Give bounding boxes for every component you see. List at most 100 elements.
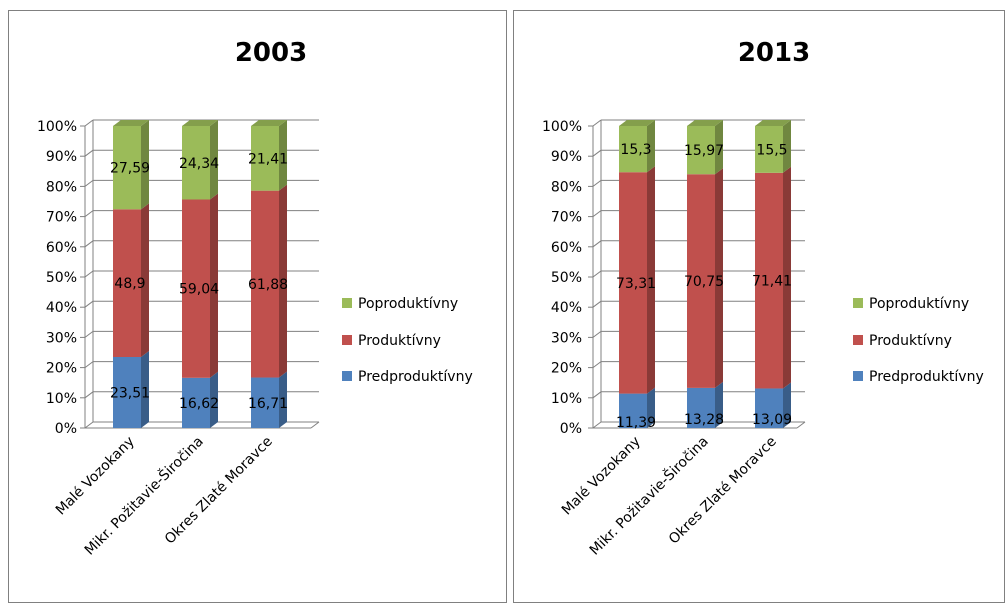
bar-segment: [619, 120, 655, 173]
bar-face: [182, 377, 210, 428]
y-tick-label: 40%: [46, 300, 77, 316]
bar-face: [113, 126, 141, 210]
gridline-left: [592, 300, 602, 308]
gridline-left: [592, 270, 602, 278]
legend-item: Poproduktívny: [853, 296, 969, 312]
gridline-left: [84, 421, 94, 429]
y-tick-label: 90%: [551, 149, 582, 165]
floor-edge: [310, 421, 320, 429]
bar-side: [279, 120, 287, 191]
bar-segment: [755, 382, 791, 428]
bar-face: [182, 199, 210, 378]
data-label: 15,5: [756, 142, 787, 158]
legend-swatch: [853, 298, 863, 308]
bar-segment: [251, 120, 287, 191]
y-tick-label: 40%: [551, 300, 582, 316]
bar-segment: [755, 120, 791, 173]
bar-face: [251, 126, 279, 191]
bar-face: [687, 387, 715, 428]
bar-top: [182, 120, 218, 126]
y-tick-label: 30%: [551, 330, 582, 346]
bar-side: [647, 120, 655, 173]
bar-side: [647, 166, 655, 394]
y-tick-label: 0%: [55, 421, 77, 437]
gridline-left: [592, 210, 602, 218]
bar-segment: [687, 381, 723, 428]
y-tick-label: 60%: [46, 240, 77, 256]
legend-swatch: [853, 335, 863, 345]
gridline-left: [84, 240, 94, 248]
chart-panel-2003: 2003 0% 10% 20% 30% 40% 50% 60% 70% 80% 90% 100% 23,…: [8, 10, 507, 603]
bar-face: [619, 172, 647, 394]
y-tick-label: 50%: [46, 270, 77, 286]
bar-side: [210, 193, 218, 378]
category-label: Mikr. Požitavie-Širočina: [80, 432, 207, 559]
y-tick-label: 80%: [551, 179, 582, 195]
chart-title-2013: 2013: [738, 38, 810, 68]
bar-segment: [687, 168, 723, 388]
bar-side: [783, 166, 791, 389]
legend-item: Predproduktívny: [342, 369, 473, 385]
gridline-left: [84, 330, 94, 338]
gridline-left: [592, 330, 602, 338]
bar-side: [141, 350, 149, 428]
bar-top: [619, 120, 655, 126]
chart-panel-2013: 2013 0% 10% 20% 30% 40% 50% 60% 70% 80% 90% 100% 11,…: [513, 10, 1005, 603]
data-label: 59,04: [179, 282, 219, 298]
bar-side: [279, 371, 287, 428]
bar-top: [687, 120, 723, 126]
legend-label: Poproduktívny: [869, 296, 969, 312]
data-label: 61,88: [248, 277, 288, 293]
data-label: 15,97: [684, 143, 724, 159]
bar-side: [647, 387, 655, 428]
category-label: Mikr. Požitavie-Širočina: [585, 432, 712, 559]
data-label: 11,39: [616, 415, 656, 431]
gridline-left: [84, 300, 94, 308]
bar-side: [715, 168, 723, 388]
bar-top: [251, 120, 287, 126]
gridline-left: [592, 119, 602, 127]
bar-face: [619, 393, 647, 428]
data-label: 23,51: [110, 385, 150, 401]
bar-face: [687, 174, 715, 388]
data-label: 71,41: [752, 274, 792, 290]
data-label: 13,09: [752, 412, 792, 428]
legend-swatch: [342, 371, 352, 381]
y-tick-label: 0%: [560, 421, 582, 437]
bar-side: [210, 120, 218, 200]
bar-side: [715, 120, 723, 175]
bar-face: [182, 126, 210, 200]
bar-face: [755, 172, 783, 389]
data-label: 13,28: [684, 412, 724, 428]
gridline-left: [84, 391, 94, 399]
legend-item: Produktívny: [853, 333, 952, 349]
bar-face: [619, 126, 647, 173]
legend-label: Produktívny: [869, 333, 952, 349]
bar-side: [715, 381, 723, 428]
y-tick-label: 10%: [46, 391, 77, 407]
bar-face: [113, 209, 141, 357]
gridline-left: [592, 421, 602, 429]
y-tick-label: 20%: [551, 361, 582, 377]
legend-swatch: [342, 335, 352, 345]
y-tick-label: 90%: [46, 149, 77, 165]
gridline-left: [84, 210, 94, 218]
y-tick-label: 100%: [37, 119, 77, 135]
data-label: 16,62: [179, 396, 219, 412]
gridline-left: [592, 391, 602, 399]
floor-edge: [796, 421, 806, 429]
gridline-left: [84, 179, 94, 187]
bar-segment: [687, 120, 723, 175]
gridline-left: [592, 361, 602, 369]
bar-face: [755, 126, 783, 173]
legend-label: Predproduktívny: [358, 369, 473, 385]
bar-face: [113, 356, 141, 428]
chart-svg-2003: 2003 0% 10% 20% 30% 40% 50% 60% 70% 80% 90% 100% 23,…: [37, 38, 473, 559]
legend-swatch: [342, 298, 352, 308]
gridline-left: [84, 361, 94, 369]
bar-top: [113, 120, 149, 126]
bar-segment: [251, 184, 287, 378]
bar-top: [755, 120, 791, 126]
chart-svg-2013: 2013 0% 10% 20% 30% 40% 50% 60% 70% 80% 90% 100% 11,…: [542, 38, 984, 559]
gridline-left: [84, 119, 94, 127]
